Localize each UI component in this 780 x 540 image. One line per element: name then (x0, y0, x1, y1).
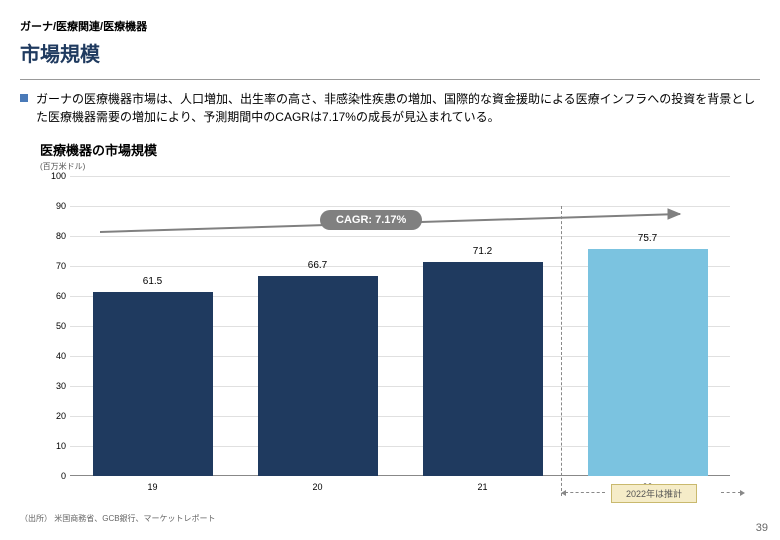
bar: 66.720 (258, 276, 378, 476)
estimate-note: 2022年は推計 (611, 484, 697, 503)
gridline (70, 176, 730, 177)
y-tick-label: 70 (42, 261, 66, 271)
source-text: （出所） 米国商務省、GCB銀行、マーケットレポート (20, 513, 216, 524)
x-tick-label: 21 (423, 482, 543, 492)
bar: 75.722 (588, 249, 708, 476)
forecast-divider (561, 206, 562, 496)
chart-plot: 010203040506070809010061.51966.72071.221… (70, 176, 730, 476)
y-tick-label: 0 (42, 471, 66, 481)
y-tick-label: 100 (42, 171, 66, 181)
x-tick-label: 19 (93, 482, 213, 492)
cagr-badge: CAGR: 7.17% (320, 210, 422, 230)
y-tick-label: 50 (42, 321, 66, 331)
header-rule (20, 79, 760, 80)
breadcrumb: ガーナ/医療関連/医療機器 (20, 18, 760, 34)
bar: 71.221 (423, 262, 543, 476)
page-number: 39 (756, 522, 768, 534)
y-tick-label: 20 (42, 411, 66, 421)
bar-value-label: 66.7 (258, 260, 378, 271)
estimate-arrow-right-icon (721, 492, 741, 493)
bar-value-label: 61.5 (93, 276, 213, 287)
chart-title: 医療機器の市場規模 (40, 140, 740, 159)
x-tick-label: 20 (258, 482, 378, 492)
chart-unit: (百万米ドル) (40, 161, 740, 172)
bar: 61.519 (93, 292, 213, 477)
y-tick-label: 10 (42, 441, 66, 451)
y-tick-label: 30 (42, 381, 66, 391)
chart-area: 医療機器の市場規模 (百万米ドル) 0 10 20 30 40 50 60 70 80 90 100… (40, 140, 740, 500)
y-tick-label: 60 (42, 291, 66, 301)
page-title: 市場規模 (20, 38, 760, 67)
estimate-arrow-left-icon (565, 492, 605, 493)
summary-row: ガーナの医療機器市場は、人口増加、出生率の高さ、非感染性疾患の増加、国際的な資金… (0, 90, 780, 134)
summary-text: ガーナの医療機器市場は、人口増加、出生率の高さ、非感染性疾患の増加、国際的な資金… (36, 90, 760, 126)
y-tick-label: 40 (42, 351, 66, 361)
header: ガーナ/医療関連/医療機器 市場規模 (0, 0, 780, 75)
y-tick-label: 90 (42, 201, 66, 211)
bar-value-label: 71.2 (423, 246, 543, 257)
y-tick-label: 80 (42, 231, 66, 241)
bullet-icon (20, 94, 28, 102)
